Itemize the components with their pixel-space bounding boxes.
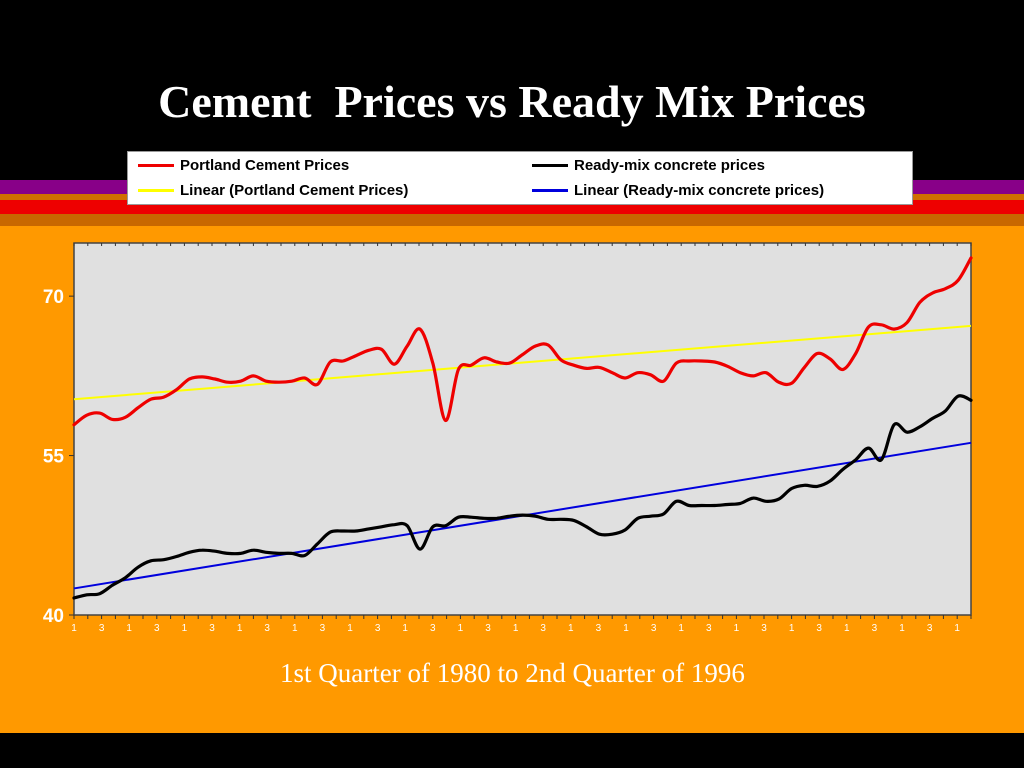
x-tick-label: 1 bbox=[347, 623, 353, 634]
x-tick-label: 3 bbox=[375, 623, 381, 634]
x-tick-label: 1 bbox=[292, 623, 298, 634]
x-tick-label: 3 bbox=[264, 623, 270, 634]
x-tick-label: 1 bbox=[126, 623, 132, 634]
legend-item-readymix: Ready-mix concrete prices bbox=[532, 155, 765, 175]
series-line-readymix bbox=[72, 394, 973, 600]
x-tick-label: 1 bbox=[954, 623, 960, 634]
band-orange-dark bbox=[0, 214, 1024, 226]
legend-label-portland: Portland Cement Prices bbox=[180, 156, 350, 174]
series-line-linear-portland bbox=[73, 324, 972, 401]
x-tick-label: 1 bbox=[899, 623, 905, 634]
x-tick-label: 1 bbox=[844, 623, 850, 634]
x-tick-label: 3 bbox=[99, 623, 105, 634]
series-line-portland bbox=[72, 256, 973, 427]
legend-swatch-linear-portland bbox=[138, 188, 174, 192]
x-tick-label: 1 bbox=[623, 623, 629, 634]
x-tick-label: 3 bbox=[596, 623, 602, 634]
legend-item-portland: Portland Cement Prices bbox=[138, 155, 349, 175]
y-tick-label: 55 bbox=[43, 447, 65, 468]
chart-legend: Portland Cement Prices Ready-mix concret… bbox=[127, 151, 913, 205]
legend-swatch-linear-readymix bbox=[532, 188, 568, 192]
legend-swatch-readymix bbox=[532, 163, 568, 167]
x-tick-label: 3 bbox=[761, 623, 767, 634]
x-tick-label: 1 bbox=[734, 623, 740, 634]
legend-label-linear-portland: Linear (Portland Cement Prices) bbox=[180, 181, 409, 199]
x-tick-label: 3 bbox=[209, 623, 215, 634]
x-tick-label: 3 bbox=[154, 623, 160, 634]
y-tick-label: 40 bbox=[43, 606, 64, 627]
x-tick-label: 3 bbox=[430, 623, 436, 634]
x-tick-label: 3 bbox=[927, 623, 933, 634]
x-tick-label: 3 bbox=[651, 623, 657, 634]
line-chart: 40 55 70 1 3 1 3 1 3 1 3 1 3 1 3 1 3 1 3 1 3 1 3 1 3 1 3 1 3 1 3 1 3 1 3 1 bbox=[43, 242, 973, 634]
x-tick-label: 1 bbox=[458, 623, 464, 634]
x-tick-label: 1 bbox=[71, 623, 77, 634]
x-tick-label: 1 bbox=[182, 623, 188, 634]
x-tick-label: 1 bbox=[678, 623, 684, 634]
x-tick-label: 1 bbox=[237, 623, 243, 634]
x-tick-label: 1 bbox=[568, 623, 574, 634]
legend-item-linear-readymix: Linear (Ready-mix concrete prices) bbox=[532, 180, 824, 200]
x-tick-label: 3 bbox=[816, 623, 822, 634]
legend-label-readymix: Ready-mix concrete prices bbox=[574, 156, 765, 174]
x-tick-label: 3 bbox=[320, 623, 326, 634]
x-tick-label: 3 bbox=[872, 623, 878, 634]
legend-swatch-portland bbox=[138, 163, 174, 167]
x-tick-label: 3 bbox=[540, 623, 546, 634]
x-tick-label: 3 bbox=[485, 623, 491, 634]
slide-title: Cement Prices vs Ready Mix Prices bbox=[158, 76, 866, 127]
x-tick-label: 3 bbox=[706, 623, 712, 634]
x-tick-label: 1 bbox=[402, 623, 408, 634]
plot-area bbox=[73, 242, 972, 616]
legend-item-linear-portland: Linear (Portland Cement Prices) bbox=[138, 180, 408, 200]
y-tick-label: 70 bbox=[43, 287, 64, 308]
x-tick-label: 1 bbox=[789, 623, 795, 634]
legend-label-linear-readymix: Linear (Ready-mix concrete prices) bbox=[574, 181, 825, 199]
x-tick-label: 1 bbox=[513, 623, 519, 634]
x-axis-caption: 1st Quarter of 1980 to 2nd Quarter of 19… bbox=[280, 658, 745, 688]
